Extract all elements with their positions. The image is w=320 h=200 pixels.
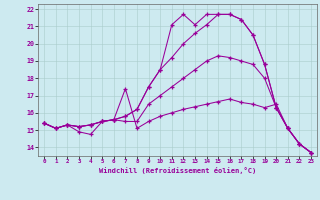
X-axis label: Windchill (Refroidissement éolien,°C): Windchill (Refroidissement éolien,°C): [99, 167, 256, 174]
